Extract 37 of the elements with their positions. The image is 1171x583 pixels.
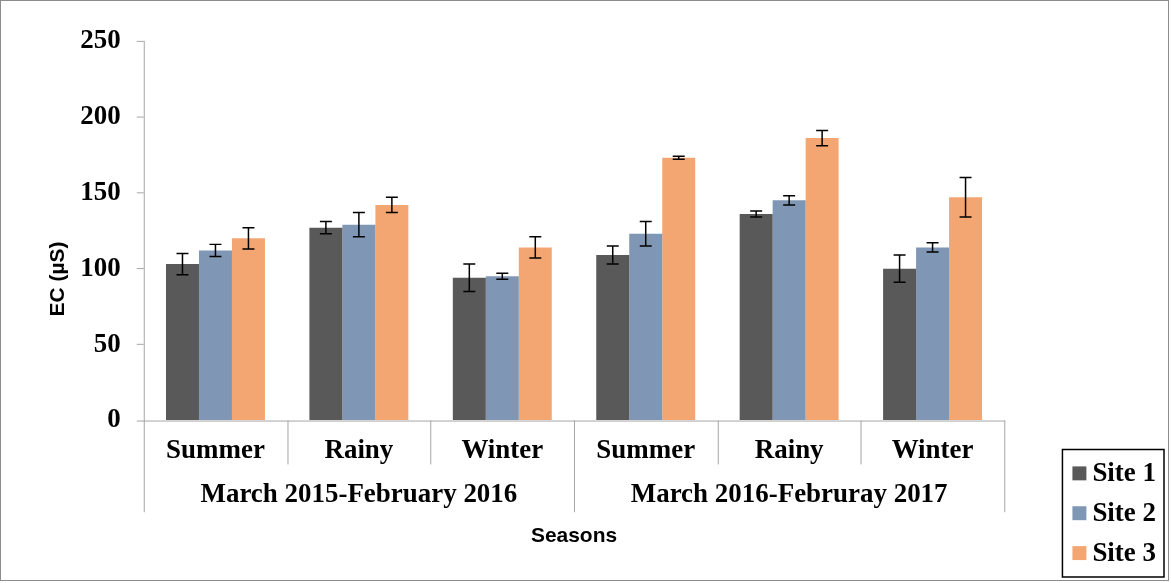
y-tick-label: 150 — [80, 175, 121, 206]
y-tick-label: 250 — [80, 23, 121, 54]
bar — [309, 227, 343, 421]
x-axis-title: Seasons — [530, 523, 618, 547]
bar — [805, 138, 839, 421]
bar — [342, 224, 376, 421]
y-axis-title: EC (µS) — [44, 241, 68, 317]
bar — [596, 255, 630, 421]
x-tick-label: Summer — [596, 433, 696, 464]
x-tick-label: Summer — [166, 433, 265, 464]
x-tick-label: Winter — [461, 433, 544, 464]
text: March 2015-February 2016 — [200, 478, 518, 509]
bar — [739, 214, 773, 421]
bar — [883, 268, 917, 421]
bar — [518, 247, 552, 421]
bar — [165, 264, 199, 421]
x-tick-label: Winter — [891, 433, 974, 464]
bar — [375, 204, 409, 421]
bar — [231, 238, 265, 421]
x-tick-label: Rainy — [324, 433, 394, 464]
text: March 2016-Februray 2017 — [630, 478, 948, 509]
legend-label: Site 2 — [1092, 497, 1156, 528]
y-tick-label: 200 — [80, 99, 121, 130]
bar — [198, 250, 232, 421]
y-tick-label: 0 — [107, 403, 121, 434]
legend-label: Site 3 — [1092, 537, 1156, 568]
legend-label: Site 1 — [1092, 457, 1156, 488]
bar — [452, 277, 486, 421]
bar — [662, 157, 696, 421]
bar — [629, 233, 663, 421]
bar — [916, 247, 950, 421]
bar — [949, 197, 983, 421]
bar — [485, 276, 519, 421]
y-tick-label: 100 — [80, 251, 121, 282]
bar — [772, 200, 806, 421]
y-tick-label: 50 — [93, 327, 121, 358]
x-tick-label: Rainy — [754, 433, 825, 464]
